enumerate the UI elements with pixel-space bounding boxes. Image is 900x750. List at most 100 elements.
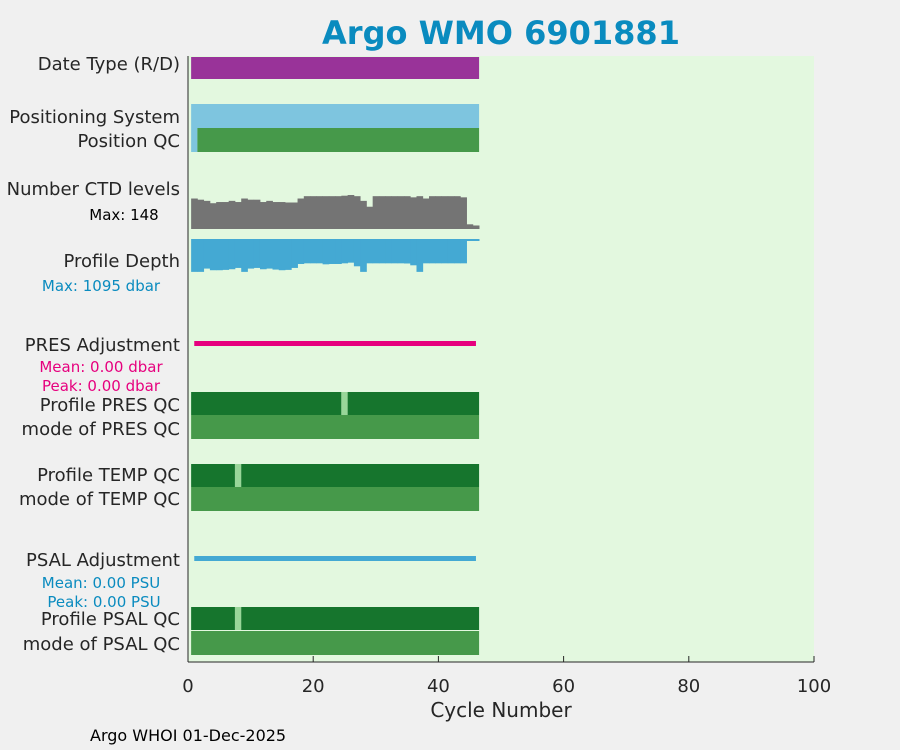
profile-depth-bar: [397, 239, 405, 264]
ctd-levels-bar: [310, 196, 317, 229]
profile-depth-bar: [341, 239, 349, 264]
ctd-levels-bar: [253, 199, 261, 229]
chart-title: Argo WMO 6901881: [322, 14, 680, 52]
row-label-mode-pres-qc: mode of PRES QC: [22, 419, 180, 440]
profile-depth-bar: [328, 239, 336, 264]
profile-depth-bar: [460, 239, 467, 264]
profile-depth-bar: [291, 239, 298, 268]
profile-depth-bar: [216, 239, 223, 271]
profile-depth-bar: [447, 239, 455, 264]
x-tick-label: 60: [552, 676, 575, 697]
ctd-levels-bar: [378, 196, 386, 229]
ctd-levels-bar: [291, 202, 298, 229]
profile-temp-qc-band: [191, 464, 235, 487]
ctd-levels-bar: [472, 225, 480, 229]
ctd-levels-bar: [403, 196, 411, 229]
mode-pres-qc-band: [191, 415, 480, 439]
x-tick-label: 20: [302, 676, 325, 697]
ctd-levels-bar: [222, 202, 230, 229]
profile-depth-bar: [191, 239, 198, 272]
profile-pres-qc-band: [191, 392, 342, 415]
profile-depth-bar: [285, 239, 292, 270]
row-label-profile-pres-qc: Profile PRES QC: [40, 395, 180, 416]
ctd-levels-bar: [191, 198, 198, 229]
row-label-mode-temp-qc: mode of TEMP QC: [19, 489, 180, 510]
ctd-levels-bar: [228, 200, 236, 229]
mode-psal-qc-band: [191, 631, 480, 655]
profile-depth-bar: [378, 239, 386, 264]
x-tick-label: 0: [182, 676, 193, 697]
profile-depth-bar: [222, 239, 230, 270]
chart-marks: [191, 57, 480, 655]
profile-depth-bar: [454, 239, 461, 264]
profile-depth-bar: [403, 239, 411, 264]
ctd-levels-bar: [422, 198, 430, 229]
profile-depth-bar: [353, 239, 361, 267]
profile-depth-bar: [303, 239, 311, 264]
profile-depth-bar: [297, 239, 305, 264]
profile-depth-bar: [247, 239, 255, 269]
profile-depth-max-note: Max: 1095 dbar: [42, 277, 161, 295]
ctd-levels-bar: [435, 196, 442, 229]
date-type-band: [191, 57, 480, 79]
profile-psal-qc-anomaly: [234, 607, 242, 630]
ctd-levels-bar: [272, 202, 280, 229]
profile-depth-bar: [310, 239, 317, 264]
ctd-levels-bar: [441, 196, 449, 229]
ctd-levels-bar: [303, 196, 311, 229]
profile-depth-bar: [435, 239, 442, 264]
ctd-levels-bar: [466, 224, 474, 229]
x-tick-label: 80: [677, 676, 700, 697]
profile-depth-bar: [391, 239, 399, 264]
profile-depth-bar: [266, 239, 273, 269]
x-axis-title: Cycle Number: [430, 698, 572, 722]
ctd-levels-bar: [353, 196, 361, 229]
profile-depth-bar: [203, 239, 211, 269]
ctd-levels-bar: [397, 196, 405, 229]
ctd-levels-bar: [416, 196, 424, 229]
ctd-levels-bar: [216, 202, 223, 229]
profile-temp-qc-anomaly: [234, 464, 242, 487]
profile-depth-bar: [385, 239, 392, 264]
profile-depth-bar: [372, 239, 380, 264]
profile-depth-bar: [429, 239, 436, 264]
x-tick-label: 100: [797, 676, 831, 697]
positioning-system-band: [191, 104, 480, 128]
profile-depth-bar: [322, 239, 330, 265]
ctd-levels-bar: [460, 197, 467, 229]
ctd-levels-bar: [391, 196, 399, 229]
profile-depth-bar: [466, 239, 474, 241]
row-label-profile-temp-qc: Profile TEMP QC: [37, 465, 180, 486]
profile-depth-bar: [441, 239, 449, 264]
profile-pres-qc-anomaly: [341, 392, 348, 415]
ctd-levels-bar: [360, 200, 367, 229]
profile-psal-qc-band: [241, 607, 480, 630]
profile-depth-bar: [197, 239, 205, 272]
row-label-positioning-system: Positioning System: [9, 107, 180, 128]
profile-depth-bar: [335, 239, 342, 264]
profile-psal-qc-band: [191, 607, 235, 630]
profile-depth-bar: [347, 239, 355, 263]
psal-adjust-peak-note: Peak: 0.00 PSU: [47, 593, 160, 611]
ctd-levels-bar: [385, 196, 392, 229]
ctd-levels-bar: [259, 202, 267, 229]
profile-depth-bar: [234, 239, 242, 268]
ctd-levels-bar: [347, 195, 355, 229]
row-label-profile-depth: Profile Depth: [63, 251, 180, 272]
profile-depth-bar: [422, 239, 430, 264]
profile-temp-qc-band: [241, 464, 480, 487]
profile-depth-bar: [316, 239, 323, 264]
ctd-levels-bar: [410, 197, 417, 229]
ctd-levels-bar: [241, 198, 248, 229]
ctd-levels-bar: [297, 198, 305, 229]
profile-depth-bar: [253, 239, 261, 268]
profile-depth-bar: [360, 239, 367, 272]
psal-adjustment-line: [194, 556, 476, 561]
profile-depth-bar: [241, 239, 248, 272]
ctd-levels-bar: [316, 196, 323, 229]
profile-depth-bar: [416, 239, 424, 272]
row-label-mode-psal-qc: mode of PSAL QC: [23, 634, 180, 655]
ctd-levels-bar: [285, 202, 292, 229]
row-label-pres-adjustment: PRES Adjustment: [25, 335, 180, 356]
